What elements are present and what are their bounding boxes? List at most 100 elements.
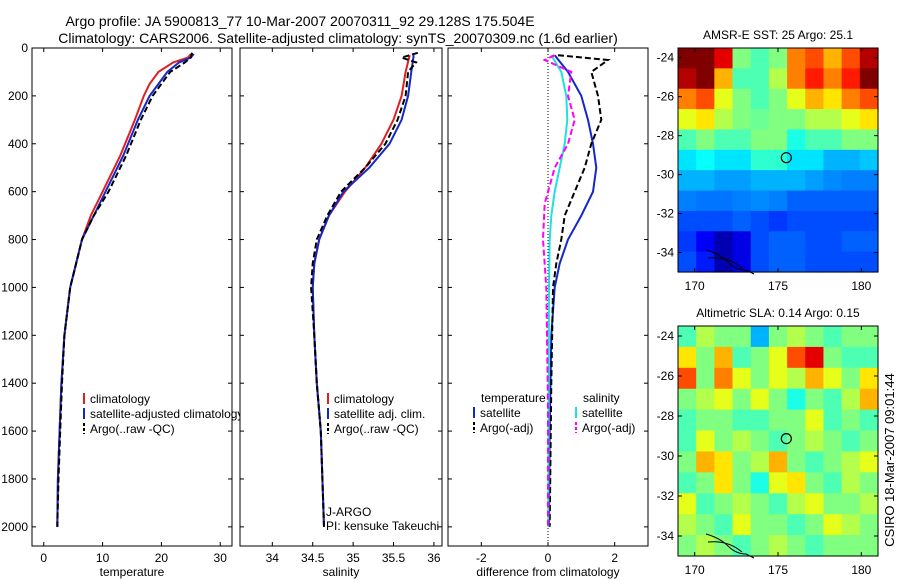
sla-map-cell [678, 535, 697, 557]
temperature-series-line [56, 52, 193, 527]
difference-legend-item-label: Argo(-adj) [582, 421, 635, 435]
sla-map-cell [787, 472, 806, 494]
sla-map-cell [805, 472, 825, 494]
sst-map-cell [732, 170, 752, 192]
sst-map-cell [696, 149, 715, 171]
sla-map-cell [714, 409, 734, 432]
sst-map-cell [805, 231, 825, 253]
sst-map-cell [768, 109, 788, 131]
sst-map-cell [859, 88, 879, 110]
sla-map-cell [732, 451, 752, 473]
sla-map-cell [732, 388, 752, 411]
sst-map-cell [732, 231, 752, 253]
sst-map-cell [750, 88, 770, 110]
sst-map-cell [859, 109, 879, 131]
sst-map-cell [841, 210, 861, 232]
sla-map-cell [841, 326, 861, 348]
sst-map-ytick-label: -24 [657, 51, 675, 65]
sst-map-cell [787, 210, 806, 232]
sst-map-cell [823, 251, 843, 273]
sst-map-cell [787, 170, 806, 192]
sla-map-cell [841, 409, 861, 432]
sst-map-cell [732, 251, 752, 273]
salinity-annotation-line1: J-ARGO [326, 505, 371, 519]
sla-map-cell [678, 451, 697, 473]
sst-map-cell [787, 190, 806, 212]
sst-map-cell [841, 88, 861, 110]
sla-map-cell [787, 493, 806, 515]
sla-map-cell [787, 326, 806, 348]
sst-map-cell [823, 190, 843, 212]
sst-map-cell [805, 88, 825, 110]
sst-map-cell [678, 48, 697, 69]
temperature-legend-item-label: satellite-adjusted climatology [90, 407, 243, 421]
sst-map-cell [787, 149, 806, 171]
sst-map-coastline [705, 249, 755, 275]
sla-map-cell [823, 388, 843, 411]
sla-map-cell [696, 367, 715, 390]
sst-map-cell [678, 170, 697, 192]
sst-map-cell [732, 190, 752, 212]
sst-map-cell [750, 109, 770, 131]
sla-map-argo-marker [780, 433, 792, 445]
sst-map-cell [750, 190, 770, 212]
salinity-legend-item-label: satellite adj. clim. [334, 407, 425, 421]
temperature-ytick-label: 1600 [1, 424, 28, 438]
difference-series-line [548, 54, 611, 527]
sla-map-cell [750, 451, 770, 473]
sst-map-cell [678, 68, 697, 90]
sla-map-cell [841, 514, 861, 536]
sla-map-cell [714, 493, 734, 515]
sla-map-cell [768, 409, 788, 432]
sla-map-cell [750, 346, 770, 369]
sla-map-cell [696, 451, 715, 473]
sst-map-cell [805, 251, 825, 273]
sla-map-cell [859, 535, 879, 557]
sla-map-cell [732, 430, 752, 453]
sla-map-cell [678, 430, 697, 453]
sla-map-cell [787, 451, 806, 473]
sst-map-cell [787, 251, 806, 273]
sst-map-cell [823, 48, 843, 69]
sst-map-cell [696, 231, 715, 253]
sla-map-cell [805, 430, 825, 453]
sla-map-cell [841, 346, 861, 369]
sst-map-cell [823, 68, 843, 90]
sst-map-cell [732, 109, 752, 131]
temperature-ytick-label: 0 [21, 41, 28, 55]
sla-map-cell [678, 346, 697, 369]
sst-map-cell [805, 129, 825, 151]
sst-map-xtick-label: 180 [851, 279, 871, 293]
sla-map-cell [841, 535, 861, 557]
sst-map-cell [732, 210, 752, 232]
sst-map-cell [732, 48, 752, 69]
sla-map-cell [841, 388, 861, 411]
salinity-xlabel: salinity [323, 565, 360, 579]
sst-map-cell [714, 68, 734, 90]
sst-map-cell [859, 149, 879, 171]
sst-map-cell [859, 190, 879, 212]
salinity-legend-item-label: climatology [334, 392, 394, 406]
sla-map-cell [732, 326, 752, 348]
sst-map-cell [823, 109, 843, 131]
sst-map-cell [859, 251, 879, 273]
sla-map-cell [823, 367, 843, 390]
sla-map-cell [696, 493, 715, 515]
sst-map-cell [768, 190, 788, 212]
sla-map-cell [859, 451, 879, 473]
sla-map-cell [714, 430, 734, 453]
sla-map-cell [859, 472, 879, 494]
temperature-ytick-label: 1400 [1, 376, 28, 390]
sst-map-cell [678, 231, 697, 253]
sst-map-cell [714, 231, 734, 253]
sla-map-cell [823, 514, 843, 536]
sst-map-cell [859, 170, 879, 192]
sla-map-cell [859, 367, 879, 390]
sla-map-cell [768, 535, 788, 557]
sla-map-cell [823, 346, 843, 369]
salinity-xtick-label: 34 [266, 551, 280, 565]
sst-map-ytick-label: -28 [657, 129, 675, 143]
sst-map-cell [696, 210, 715, 232]
sla-map-cell [768, 493, 788, 515]
sla-map-cell [696, 346, 715, 369]
